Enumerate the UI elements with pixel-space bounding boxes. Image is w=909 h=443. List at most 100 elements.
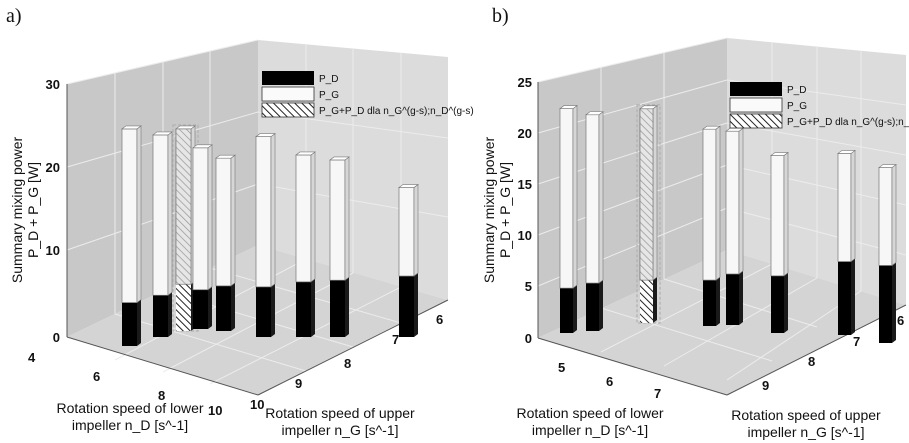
y-tick-labels: 10 9 8 7 6 [250,312,443,412]
bar-pd-segment [399,276,414,337]
legend: P_D P_G P_G+P_D dla n_G^(g-s);n_D^(g-s) [729,82,909,129]
bar [329,156,350,337]
bar-pg-side [598,111,604,284]
bar-pd-segment [771,275,784,333]
bar [255,133,276,337]
bar-pg-segment [878,167,893,266]
bar [702,125,721,326]
bar-top-face [770,152,789,156]
bar [215,154,236,331]
bar-pd-side [784,272,788,333]
bar-pg-segment [770,155,785,277]
legend-swatch-hatched [261,102,315,118]
bar-pg-segment [255,136,272,288]
chart-panel-a: a) [6,5,474,438]
bar-pg-side [230,154,236,287]
legend: P_D P_G P_G+P_D dla n_G^(g-s);n_D^(g-s) [261,71,474,118]
y-tick: 10 [250,397,264,412]
bar-pd-segment [703,280,716,326]
bar-pg-side [738,127,744,275]
z-tick: 0 [525,331,532,346]
y-tick: 9 [295,376,302,391]
bar-pd-side [414,273,418,337]
bar-top-face [215,154,236,159]
legend-pd: P_D [319,74,338,85]
bar-pg-side [270,133,276,288]
bar-pd-side [345,277,349,337]
x-tick-labels: 4 6 8 10 [28,350,222,418]
x-tick: 7 [654,386,661,401]
y-tick: 6 [436,312,443,327]
bar-pd-segment [879,265,892,343]
bar-top-face [837,150,856,154]
bar-pd-side [573,285,577,333]
bar-hatched-segment [640,280,653,323]
legend-swatch-hatched [729,113,783,129]
z-tick: 0 [53,330,60,345]
x-tick: 5 [558,360,565,375]
bar-hatched-segment [176,284,191,331]
bar-top-face [152,131,173,136]
floor [538,250,906,395]
bar-pg-side [891,163,897,267]
bar-pd-segment [296,281,311,337]
bar-pd-side [851,258,855,335]
z-tick: 20 [46,160,60,175]
legend-pg: P_G [319,90,339,101]
bar-pd-segment [153,295,168,337]
x-axis-title-line1: Rotation speed of lower [56,400,203,416]
bar-pg-segment [329,159,346,281]
bar-hatched-upper [639,108,654,281]
legend-hatched: P_G+P_D dla n_G^(g-s);n_D^(g-s) [787,117,909,128]
y-tick: 8 [808,354,815,369]
z-axis-title-line2: P_D + P_G [W] [497,162,513,258]
x-axis-title-line2: impeller n_D [s^-1] [532,422,648,438]
bar-pd-segment [193,289,208,329]
bar-pg-segment [725,130,740,275]
legend-swatch-pg [729,97,783,113]
bar-top-face [878,164,897,168]
z-axis-title-line1: Summary mixing power [9,137,25,284]
bar-pd-segment [838,261,851,335]
bar-pg-side [572,104,578,289]
bar [878,163,897,343]
bar [172,124,199,332]
legend-swatch-pg [261,86,315,102]
bar-top-face [192,144,213,149]
z-tick: 15 [518,177,532,192]
bars [121,124,419,346]
bar-pg-side [783,151,789,277]
panel-letter: a) [6,5,22,27]
bar-pd-side [716,277,720,326]
bar-pg-side [850,149,856,263]
bar-pg-side [310,151,316,283]
bar-top-face [559,105,578,109]
bar-pg-segment [215,157,232,287]
bar-pd-side [739,271,743,325]
z-tick-labels: 0 10 20 30 [46,77,60,345]
bar-pg-segment [585,114,600,284]
x-tick-labels: 5 6 7 [558,360,661,401]
legend-swatch-pd [262,71,314,85]
legend-swatch-pd [730,82,782,96]
legend-pg: P_G [787,101,807,112]
y-tick: 7 [853,334,860,349]
bar-pg-side [413,183,419,277]
bar-pd-side [271,283,275,337]
y-axis-title-line2: impeller n_G [s^-1] [281,422,398,438]
bar [121,125,142,346]
x-axis-title-line1: Rotation speed of lower [516,405,663,421]
bar-top-face [255,133,276,137]
legend-hatched: P_G+P_D dla n_G^(g-s);n_D^(g-s) [319,106,474,117]
z-tick: 25 [518,75,532,90]
bar-pd-side [231,282,235,331]
bar [636,104,661,324]
z-tick-labels: 0 5 10 15 20 25 [518,75,532,346]
z-tick: 10 [518,228,532,243]
bar-pg-segment [702,128,717,281]
bar-pg-side [715,125,721,281]
x-tick: 6 [606,374,613,389]
z-tick: 20 [518,126,532,141]
z-axis-title: Summary mixing power P_D + P_G [W] [9,137,41,284]
